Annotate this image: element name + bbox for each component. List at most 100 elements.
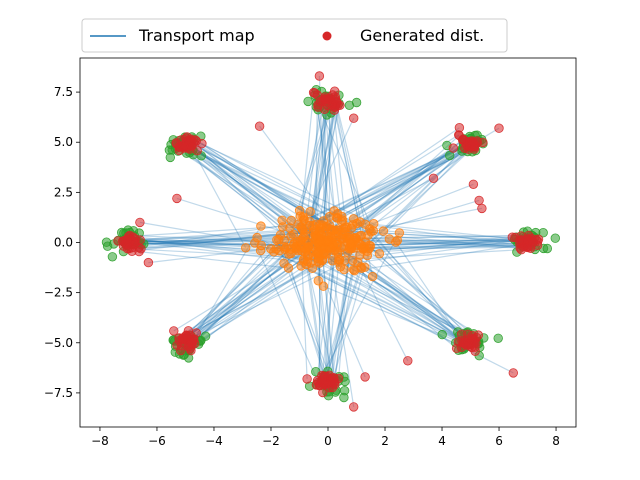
legend-label-transport-map: Transport map [138, 26, 255, 45]
transport-line [368, 244, 471, 344]
transport-line [327, 259, 340, 377]
transport-line [304, 251, 323, 376]
transport-line [182, 239, 285, 340]
transport-line [363, 242, 529, 249]
source-point [355, 217, 365, 227]
transport-line [129, 240, 311, 264]
transport-line [356, 240, 530, 246]
transport-line [254, 242, 319, 381]
source-point [378, 226, 389, 236]
transport-line [331, 244, 353, 382]
target-point [437, 329, 447, 340]
generated-point [314, 71, 325, 81]
generated-point [308, 87, 319, 98]
transport-line [123, 230, 320, 247]
transport-line [317, 104, 374, 232]
transport-line [395, 241, 465, 344]
generated-point [124, 243, 134, 254]
source-point [252, 232, 262, 243]
source-point [305, 206, 315, 217]
transport-line [369, 245, 525, 250]
source-point [313, 256, 324, 267]
generated-point [121, 235, 132, 246]
transport-line [334, 107, 362, 236]
transport-line [321, 249, 336, 382]
x-tick-label: 0 [324, 434, 332, 448]
generated-point [527, 235, 537, 246]
source-point [332, 225, 342, 235]
y-tick-label: −2.5 [44, 286, 73, 300]
generated-point [335, 100, 345, 111]
source-point [296, 261, 306, 271]
source-point [294, 205, 305, 216]
generated-point [171, 139, 182, 149]
generated-point [454, 122, 465, 133]
transport-line [307, 261, 324, 377]
generated-point [461, 340, 471, 350]
y-tick-label: 7.5 [54, 85, 73, 99]
transport-line [344, 259, 476, 352]
transport-line [182, 252, 319, 343]
generated-point [474, 195, 484, 206]
transport-line [357, 262, 409, 362]
x-tick-label: 6 [495, 434, 503, 448]
transport-line [185, 145, 342, 223]
source-point [340, 255, 350, 265]
generated-point [403, 356, 413, 366]
x-tick-label: −8 [91, 434, 109, 448]
generated-point [330, 86, 340, 96]
generated-point [317, 375, 327, 385]
x-tick-label: −6 [148, 434, 166, 448]
source-point [348, 255, 358, 266]
target-point [344, 100, 355, 111]
source-point [346, 238, 356, 249]
source-point [271, 244, 281, 254]
y-tick-label: 0.0 [54, 236, 73, 250]
source-point [326, 243, 336, 253]
source-point [364, 240, 375, 251]
transport-line [188, 246, 313, 332]
transport-line [323, 268, 363, 384]
source-point [339, 264, 349, 275]
source-point [394, 228, 405, 238]
transport-line [315, 252, 329, 384]
transport-line [139, 251, 289, 269]
generated-points [113, 71, 544, 412]
transport-line [315, 94, 318, 237]
transport-line [354, 242, 529, 272]
generated-point [135, 217, 145, 228]
transport-line [315, 245, 334, 385]
plot-area [101, 71, 561, 412]
legend: Transport map Generated dist. [81, 18, 508, 53]
generated-point [349, 402, 359, 412]
source-points [240, 205, 405, 291]
transport-line [340, 246, 479, 336]
transport-line [334, 98, 369, 236]
legend-box [81, 18, 508, 53]
axes: −8 −6 −4 −2 0 2 4 6 8 −7.5 −5.0 −2.5 0.0 2.5 5.0 7.5 [44, 85, 560, 448]
source-point [365, 224, 375, 234]
source-point [288, 229, 299, 240]
transport-line [279, 234, 328, 385]
transport-line [369, 228, 463, 342]
source-point [279, 258, 289, 268]
transport-line [190, 260, 319, 343]
y-tick-label: 5.0 [54, 135, 73, 149]
target-point [445, 150, 455, 161]
source-point [240, 243, 251, 253]
transport-line [332, 183, 474, 240]
transport-line [325, 227, 527, 240]
generated-point [143, 257, 154, 268]
transport-line [354, 240, 527, 248]
generated-point [494, 123, 504, 133]
transport-line [300, 265, 462, 348]
x-tick-label: 4 [438, 434, 446, 448]
source-point [391, 237, 401, 247]
transport-line [173, 262, 285, 332]
target-point [493, 333, 503, 344]
source-point [256, 221, 266, 231]
source-point [277, 215, 287, 226]
generated-point [177, 333, 188, 343]
transport-line [299, 104, 333, 211]
